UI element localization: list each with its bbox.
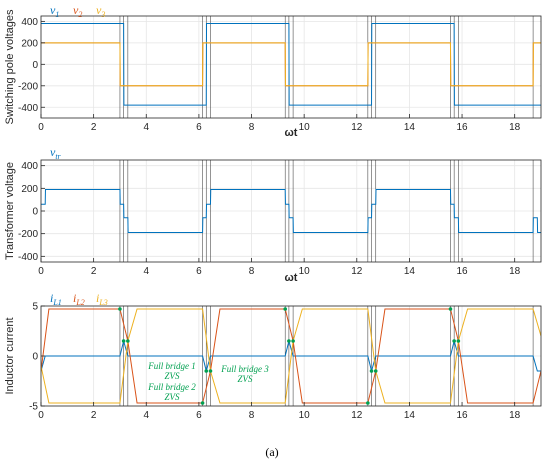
x-tick-label: 4 bbox=[143, 410, 149, 421]
y-tick-label: 0 bbox=[32, 207, 38, 218]
zvs-annotation: Full bridge 3 bbox=[220, 364, 269, 374]
x-tick-label: 18 bbox=[509, 410, 521, 421]
y-tick-label: -400 bbox=[18, 252, 38, 263]
x-tick-label: 4 bbox=[143, 122, 149, 133]
x-axis-label: ωt bbox=[285, 127, 298, 139]
x-tick-label: 14 bbox=[404, 122, 416, 133]
zvs-point bbox=[366, 401, 370, 405]
x-tick-label: 2 bbox=[91, 122, 97, 133]
zvs-point bbox=[452, 339, 456, 343]
x-tick-label: 12 bbox=[351, 410, 363, 421]
x-tick-label: 14 bbox=[404, 410, 416, 421]
zvs-annotation: Full bridge 1 bbox=[147, 361, 196, 371]
x-tick-label: 0 bbox=[38, 266, 44, 277]
x-tick-label: 0 bbox=[38, 410, 44, 421]
y-tick-label: 0 bbox=[32, 352, 38, 363]
zvs-point bbox=[200, 401, 205, 405]
y-tick-label: -200 bbox=[18, 81, 38, 92]
x-tick-label: 2 bbox=[91, 266, 97, 277]
y-tick-label: -400 bbox=[18, 103, 38, 114]
x-tick-label: 12 bbox=[351, 266, 363, 277]
x-tick-label: 2 bbox=[91, 410, 97, 421]
x-tick-label: 8 bbox=[249, 266, 255, 277]
x-tick-label: 10 bbox=[299, 122, 311, 133]
x-tick-label: 12 bbox=[351, 122, 363, 133]
panel-1: 0 2 4 6 8 10 12 14 16 18 -400 -200 0 200 400 Switching … bbox=[4, 3, 542, 139]
x-axis-label: ωt bbox=[285, 272, 298, 284]
legend-label: vtr bbox=[50, 145, 62, 161]
zvs-point bbox=[456, 339, 461, 343]
y-tick-label: 200 bbox=[21, 38, 38, 49]
legend-label: v3 bbox=[96, 3, 105, 19]
y-tick-label: 200 bbox=[21, 184, 38, 195]
zvs-annotation: ZVS bbox=[164, 371, 180, 381]
plot-area bbox=[41, 16, 541, 118]
series-line-vtr bbox=[41, 188, 541, 234]
x-tick-label: 14 bbox=[404, 266, 416, 277]
legend-label: iL3 bbox=[96, 291, 108, 307]
zvs-point bbox=[291, 339, 295, 343]
x-tick-label: 16 bbox=[456, 122, 468, 133]
y-tick-label: 5 bbox=[32, 302, 38, 313]
zvs-point bbox=[204, 369, 209, 373]
y-tick-label: 400 bbox=[21, 17, 38, 28]
x-tick-label: 6 bbox=[196, 122, 202, 133]
x-tick-label: 6 bbox=[196, 266, 202, 277]
y-tick-label: 0 bbox=[32, 60, 38, 71]
legend-label: v1 bbox=[50, 3, 59, 19]
x-tick-label: 8 bbox=[249, 122, 255, 133]
axes-box bbox=[40, 15, 542, 119]
zvs-annotation: ZVS bbox=[164, 392, 180, 402]
y-tick-label: -200 bbox=[18, 229, 38, 240]
x-tick-label: 0 bbox=[38, 122, 44, 133]
y-axis-label: Inductor current bbox=[4, 317, 16, 394]
zvs-point bbox=[121, 339, 126, 343]
zvs-point bbox=[283, 307, 288, 311]
x-tick-label: 18 bbox=[509, 266, 521, 277]
panel-2: 0 2 4 6 8 10 12 14 16 18 -400 -200 0 200 400 Transforme… bbox=[4, 145, 542, 284]
legend-label: iL1 bbox=[50, 291, 62, 307]
zvs-annotation: Full bridge 2 bbox=[147, 382, 196, 392]
zvs-point bbox=[369, 369, 374, 373]
zvs-point bbox=[373, 369, 378, 373]
zvs-point bbox=[208, 369, 213, 373]
x-tick-label: 10 bbox=[299, 266, 311, 277]
series-line-v1 bbox=[41, 23, 541, 106]
zvs-annotation: ZVS bbox=[237, 374, 253, 384]
legend-label: iL2 bbox=[73, 291, 85, 307]
x-tick-label: 6 bbox=[196, 410, 202, 421]
series-line-iL1 bbox=[41, 339, 541, 373]
legend-label: v2 bbox=[73, 3, 82, 19]
x-tick-label: 18 bbox=[509, 122, 521, 133]
series-line-v3 bbox=[41, 42, 541, 87]
x-tick-label: 4 bbox=[143, 266, 149, 277]
y-tick-label: -5 bbox=[29, 402, 38, 413]
zvs-point bbox=[126, 339, 130, 343]
x-tick-label: 10 bbox=[299, 410, 311, 421]
zvs-point bbox=[118, 307, 122, 311]
zvs-point bbox=[448, 307, 453, 311]
y-tick-label: 400 bbox=[21, 161, 38, 172]
x-tick-label: 16 bbox=[456, 410, 468, 421]
y-axis-label: Transformer voltage bbox=[4, 162, 16, 260]
x-tick-label: 8 bbox=[249, 410, 255, 421]
x-tick-label: 16 bbox=[456, 266, 468, 277]
figure-caption: (a) bbox=[265, 445, 278, 459]
zvs-point bbox=[287, 339, 291, 343]
y-axis-label: Switching pole voltages bbox=[4, 9, 16, 124]
